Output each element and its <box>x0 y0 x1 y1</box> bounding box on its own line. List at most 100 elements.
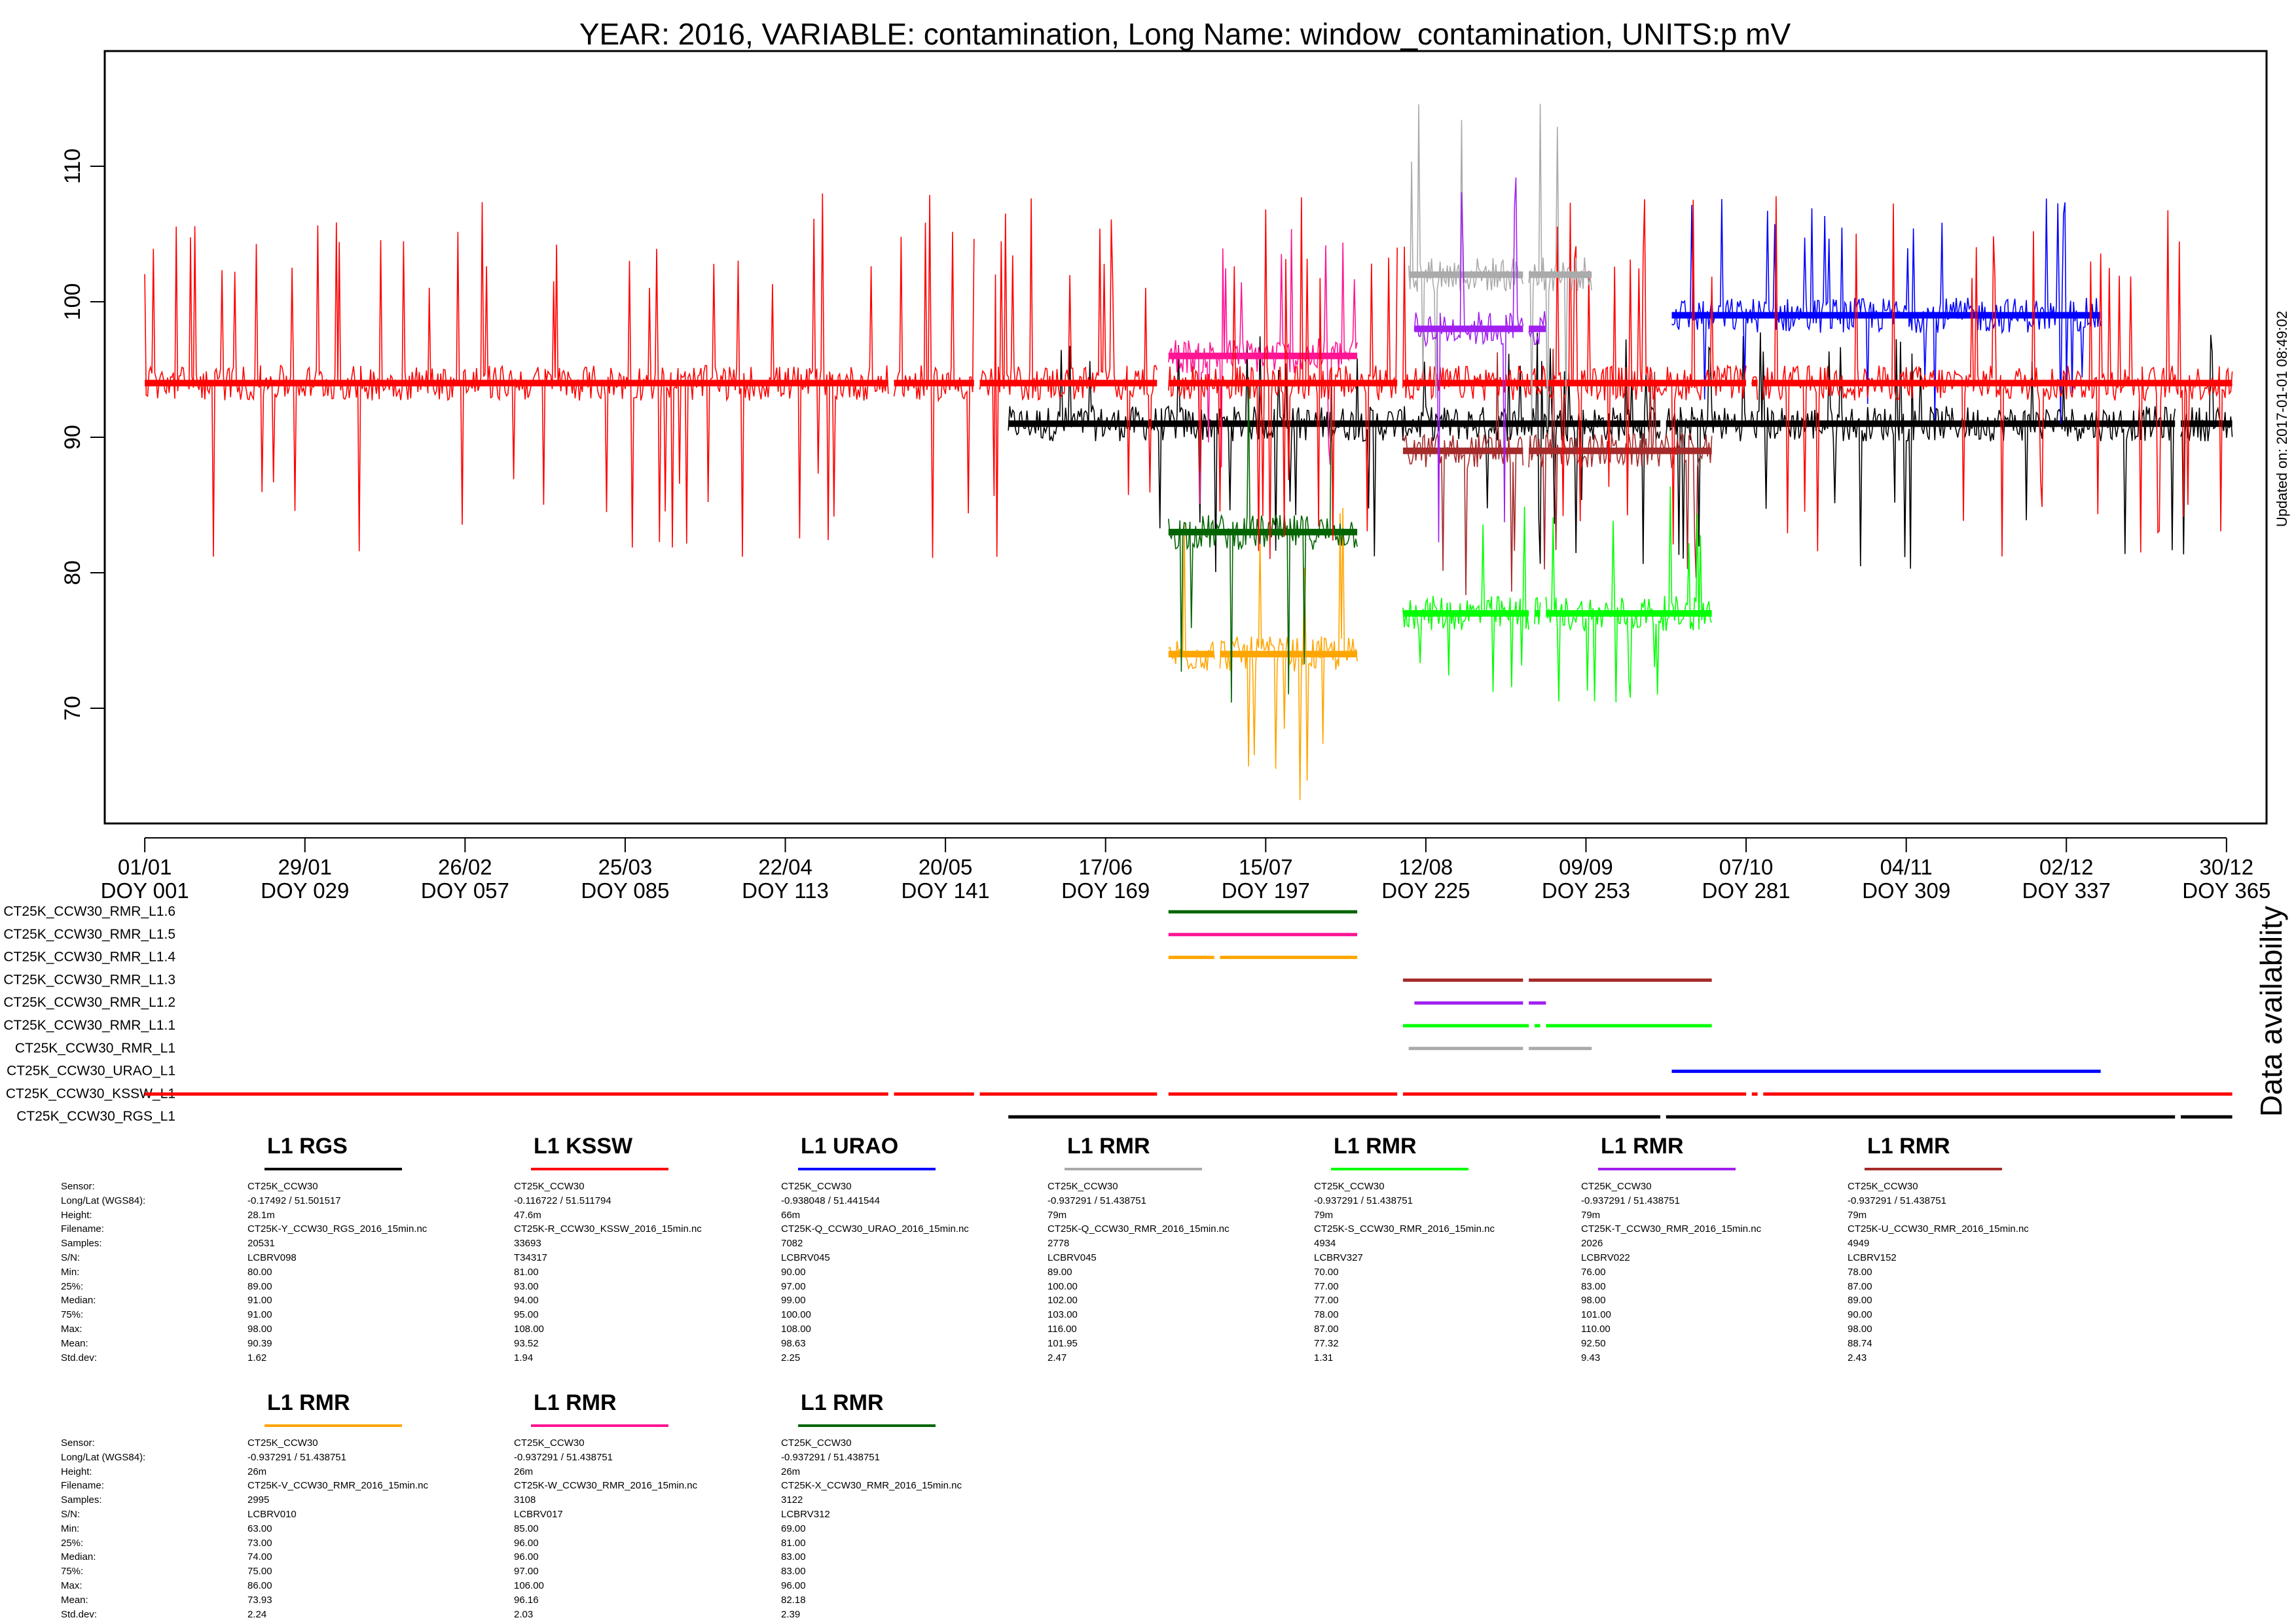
x-tick-doy: DOY 253 <box>1542 878 1630 903</box>
series-trace <box>1168 228 1358 504</box>
stats-field-value: 90.00 <box>1848 1309 1872 1321</box>
stats-field-label: Samples: <box>61 1494 102 1506</box>
stats-field-value: 108.00 <box>781 1323 811 1335</box>
series-line <box>1402 199 1747 545</box>
series-line <box>979 198 1158 557</box>
y-axis: 70 80 90 100 110 <box>60 149 105 721</box>
stats-field-value: CT25K-U_CCW30_RMR_2016_15min.nc <box>1848 1223 2029 1235</box>
series-line <box>1413 177 1524 543</box>
stats-field-value: 79m <box>1314 1209 1334 1221</box>
x-tick-doy: DOY 001 <box>101 878 189 903</box>
x-tick-doy: DOY 057 <box>421 878 509 903</box>
stats-field-value: 100.00 <box>1048 1280 1078 1292</box>
sensor-stats-title: L1 URAO <box>801 1134 899 1159</box>
stats-field-value: CT25K-V_CCW30_RMR_2016_15min.nc <box>247 1480 428 1492</box>
stats-field-value: 79m <box>1581 1209 1601 1221</box>
availability-row-label: CT25K_CCW30_URAO_L1 <box>7 1064 175 1079</box>
stats-field-value: 2778 <box>1048 1238 1070 1250</box>
stats-field-value: 98.00 <box>1581 1295 1606 1307</box>
stats-field-value: 2.03 <box>514 1608 534 1620</box>
stats-field-value: 73.93 <box>247 1594 272 1606</box>
stats-field-value: 86.00 <box>247 1579 272 1591</box>
stats-value-column: CT25K_CCW30 -0.937291 / 51.438751 79m CT25K… <box>1048 1180 1230 1365</box>
series-line <box>1528 311 1547 346</box>
stats-field-value: 3108 <box>514 1494 536 1506</box>
sensor-stats-title: L1 RMR <box>1334 1134 1417 1159</box>
series-line <box>1168 197 1398 560</box>
stats-field-value: CT25K-Q_CCW30_RMR_2016_15min.nc <box>1048 1223 1230 1235</box>
x-tick-doy: DOY 365 <box>2182 878 2270 903</box>
series-trace <box>1402 486 1713 702</box>
stats-field-value: -0.937291 / 51.438751 <box>1848 1195 1946 1206</box>
stats-field-value: 97.00 <box>514 1566 539 1578</box>
stats-field-value: CT25K-Y_CCW30_RGS_2016_15min.nc <box>247 1223 428 1235</box>
x-tick-date: 01/01 <box>118 855 172 879</box>
stats-field-label: 75%: <box>61 1566 84 1578</box>
series-line <box>1762 196 2233 557</box>
x-tick-date: 22/04 <box>758 855 812 879</box>
stats-field-label: Min: <box>61 1266 80 1278</box>
stats-field-value: LCBRV045 <box>1048 1252 1097 1263</box>
stats-field-value: LCBRV327 <box>1314 1252 1363 1263</box>
stats-value-column: CT25K_CCW30 -0.937291 / 51.438751 26m CT25K… <box>247 1436 428 1621</box>
stats-field-value: CT25K_CCW30 <box>247 1437 318 1449</box>
stats-field-value: 83.00 <box>1581 1280 1606 1292</box>
x-tick-doy: DOY 169 <box>1061 878 1150 903</box>
series-line <box>2180 334 2233 554</box>
x-tick-date: 09/09 <box>1559 855 1613 879</box>
stats-field-label: Samples: <box>61 1238 102 1250</box>
series-trace <box>1168 368 1358 703</box>
stats-field-value: CT25K_CCW30 <box>1848 1181 1918 1192</box>
stats-field-label: Std.dev: <box>61 1352 98 1363</box>
stats-value-column: CT25K_CCW30 -0.937291 / 51.438751 26m CT25K… <box>514 1436 697 1621</box>
stats-field-value: 81.00 <box>514 1266 539 1278</box>
sensor-color-rule <box>1065 1168 1202 1170</box>
availability-row-label: CT25K_CCW30_RMR_L1.3 <box>3 972 175 987</box>
stats-field-value: -0.116722 / 51.511794 <box>514 1195 611 1206</box>
stats-field-value: 81.00 <box>781 1537 806 1549</box>
x-tick-date: 30/12 <box>2200 855 2254 879</box>
stats-value-column: CT25K_CCW30 -0.937291 / 51.438751 26m CT25K… <box>781 1436 962 1621</box>
availability-row-label: CT25K_CCW30_RMR_L1.6 <box>3 904 175 919</box>
series-line <box>893 194 975 558</box>
stats-field-value: 96.16 <box>514 1594 539 1606</box>
stats-field-value: LCBRV152 <box>1848 1252 1897 1263</box>
stats-field-value: CT25K-Q_CCW30_URAO_2016_15min.nc <box>781 1223 969 1235</box>
data-availability-label: Data availability <box>2254 906 2288 1117</box>
stats-value-column: CT25K_CCW30 -0.937291 / 51.438751 79m CT25K… <box>1314 1180 1495 1365</box>
sensor-color-rule <box>1331 1168 1468 1170</box>
x-tick-doy: DOY 281 <box>1702 878 1790 903</box>
stats-field-value: CT25K_CCW30 <box>781 1181 852 1192</box>
sensor-stats-title: L1 KSSW <box>534 1134 633 1159</box>
stats-field-label: S/N: <box>61 1252 81 1263</box>
stats-field-value: 2.43 <box>1848 1352 1867 1363</box>
y-tick-label: 90 <box>60 425 85 450</box>
stats-field-value: 1.94 <box>514 1352 534 1363</box>
sensor-stats-title: L1 RMR <box>534 1390 617 1415</box>
stats-field-value: 80.00 <box>247 1266 272 1278</box>
stats-field-value: 98.00 <box>1848 1323 1872 1335</box>
availability-row-label: CT25K_CCW30_RMR_L1.4 <box>3 950 175 965</box>
data-availability-panel: CT25K_CCW30_RMR_L1.6 CT25K_CCW30_RMR_L1.5… <box>3 904 2232 1124</box>
x-tick-date: 12/08 <box>1399 855 1453 879</box>
stats-field-value: 97.00 <box>781 1280 806 1292</box>
sensor-stats-title: L1 RMR <box>1067 1134 1150 1159</box>
stats-field-value: 79m <box>1048 1209 1067 1221</box>
stats-field-value: 4949 <box>1848 1238 1870 1250</box>
y-tick-label: 110 <box>60 149 85 184</box>
stats-field-value: CT25K-X_CCW30_RMR_2016_15min.nc <box>781 1480 962 1492</box>
stats-field-value: 96.00 <box>514 1537 539 1549</box>
stats-field-value: 1.31 <box>1314 1352 1334 1363</box>
stats-field-label: Height: <box>61 1209 92 1221</box>
x-tick-date: 15/07 <box>1239 855 1293 879</box>
availability-row-label: CT25K_CCW30_RMR_L1.2 <box>3 995 175 1010</box>
stats-field-value: LCBRV017 <box>514 1508 563 1520</box>
stats-field-value: 9.43 <box>1581 1352 1601 1363</box>
stats-field-value: 2.24 <box>247 1608 267 1620</box>
availability-row-label: CT25K_CCW30_RMR_L1.1 <box>3 1018 175 1033</box>
sensor-stats-title: L1 RGS <box>267 1134 348 1159</box>
stats-field-label: Filename: <box>61 1480 104 1492</box>
series-line <box>1534 597 1541 625</box>
stats-field-value: 26m <box>247 1466 267 1477</box>
